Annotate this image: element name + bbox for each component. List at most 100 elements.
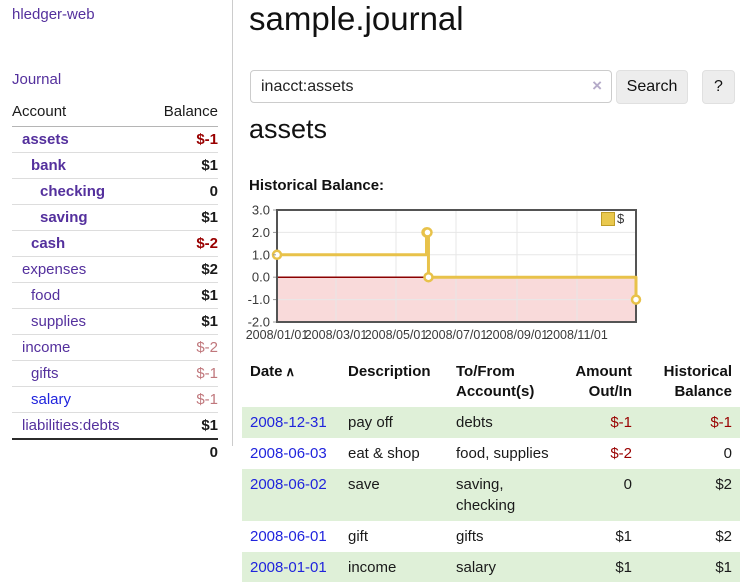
register-row: 2008-06-03 eat & shop food, supplies $-2 0 (242, 438, 740, 469)
x-axis-tick-label: 2008/01/01 (246, 328, 309, 342)
col-amount-line1: Amount (575, 363, 632, 380)
account-balance: 0 (148, 178, 218, 205)
register-description: income (348, 558, 397, 576)
register-description: pay off (348, 413, 393, 431)
sort-asc-icon: ∧ (285, 364, 296, 379)
x-axis-tick-label: 2008/03/01 (305, 328, 368, 342)
account-balance: $-1 (148, 360, 218, 387)
plot-border (276, 209, 637, 323)
col-balance-line2: Balance (674, 383, 732, 401)
col-balance-line1: Historical (663, 363, 732, 380)
account-balance: $-2 (148, 334, 218, 361)
account-name-cell: expenses (12, 256, 149, 283)
register-date-cell: 2008-12-31 (242, 407, 340, 438)
help-button[interactable]: ? (702, 70, 735, 104)
y-axis-tick-label: 1.0 (252, 247, 270, 262)
account-row: income $-2 (12, 334, 218, 361)
clear-search-icon[interactable]: × (592, 76, 602, 95)
account-balance: $1 (148, 282, 218, 309)
account-name-cell: salary (12, 386, 149, 413)
account-balance: $1 (148, 308, 218, 335)
register-balance: 0 (723, 444, 732, 462)
col-date-label[interactable]: Date (250, 363, 283, 380)
sidebar-account-link[interactable]: expenses (22, 261, 87, 278)
col-date[interactable]: Date ∧ (242, 358, 340, 407)
account-balance: $1 (148, 204, 218, 231)
account-row: checking 0 (12, 178, 218, 205)
x-axis-tick-label: 2008/09/01 (486, 328, 549, 342)
brand-link[interactable]: hledger-web (12, 6, 95, 23)
sidebar-account-link[interactable]: salary (31, 391, 72, 408)
sidebar-account-link[interactable]: checking (40, 183, 106, 200)
sidebar-item-journal[interactable]: Journal (12, 71, 62, 88)
search-button[interactable]: Search (616, 70, 688, 104)
register-accounts: saving, checking (456, 475, 516, 514)
accounts-col-balance: Balance (148, 99, 218, 127)
sidebar-account-link[interactable]: saving (40, 209, 88, 226)
sidebar-account-link[interactable]: income (22, 339, 71, 356)
register-balance: $1 (715, 558, 732, 576)
account-row: liabilities:debts $1 (12, 412, 218, 439)
register-table: Date ∧ Description To/From Account(s) Amou… (242, 358, 740, 582)
sidebar-divider (232, 0, 233, 446)
legend-swatch-icon (601, 211, 615, 226)
account-name-cell: food (12, 282, 149, 309)
search-form: × (250, 70, 612, 103)
account-row: bank $1 (12, 152, 218, 179)
account-name-cell: income (12, 334, 149, 361)
x-axis-tick-label: 2008/11/01 (546, 328, 608, 342)
account-name-cell: cash (12, 230, 149, 257)
accounts-total-spacer (12, 438, 149, 465)
register-date-cell: 2008-06-01 (242, 521, 340, 552)
sidebar-account-link[interactable]: gifts (31, 365, 59, 382)
register-balance: $2 (715, 527, 732, 545)
account-balance: $-2 (148, 230, 218, 257)
y-axis-tick-label: 0.0 (252, 270, 270, 285)
search-input[interactable] (250, 70, 612, 103)
sidebar-account-link[interactable]: assets (22, 131, 69, 148)
transaction-date-link[interactable]: 2008-06-01 (250, 527, 327, 545)
register-accounts: food, supplies (456, 444, 549, 462)
register-date-cell: 2008-06-03 (242, 438, 340, 469)
account-name-cell: liabilities:debts (12, 412, 149, 439)
legend-label: $ (617, 211, 625, 226)
y-axis-tick-label: 2.0 (252, 225, 270, 240)
sidebar-account-link[interactable]: supplies (31, 313, 87, 330)
sidebar-account-link[interactable]: liabilities:debts (22, 417, 120, 434)
account-row: expenses $2 (12, 256, 218, 283)
transaction-date-link[interactable]: 2008-06-03 (250, 444, 327, 462)
account-name-cell: supplies (12, 308, 149, 335)
register-amount: 0 (623, 475, 632, 493)
register-amount: $-2 (610, 444, 632, 462)
col-amount-line2: Out/In (588, 383, 632, 401)
accounts-col-account: Account (12, 99, 149, 127)
account-row: assets $-1 (12, 127, 218, 153)
chart-legend: $ (601, 211, 624, 226)
balance-chart-svg: 3.0 2.0 1.0 0.0 -1.0 -2.02008/01/012008/03/01… (246, 203, 642, 342)
account-row: saving $1 (12, 204, 218, 231)
transaction-date-link[interactable]: 2008-01-01 (250, 558, 327, 576)
account-row: cash $-2 (12, 230, 218, 257)
sidebar-account-link[interactable]: cash (31, 235, 66, 252)
account-name-cell: assets (12, 127, 149, 153)
register-date-cell: 2008-06-02 (242, 469, 340, 521)
register-row: 2008-06-01 gift gifts $1 $2 (242, 521, 740, 552)
page-title: sample.journal (249, 0, 464, 37)
col-accounts-line1: To/From (456, 363, 515, 380)
transaction-date-link[interactable]: 2008-06-02 (250, 475, 327, 493)
register-accounts: debts (456, 413, 493, 431)
account-balance: $1 (148, 152, 218, 179)
x-axis-tick-label: 2008/05/01 (365, 328, 428, 342)
accounts-total-row: 0 (12, 438, 218, 465)
account-name-cell: gifts (12, 360, 149, 387)
transaction-date-link[interactable]: 2008-12-31 (250, 413, 327, 431)
accounts-total-value: 0 (148, 438, 218, 465)
account-balance: $-1 (196, 131, 218, 148)
data-point-marker (422, 227, 433, 238)
register-balance: $2 (715, 475, 732, 493)
account-balance: $1 (148, 412, 218, 439)
sidebar-account-link[interactable]: food (31, 287, 61, 304)
register-header-row: Date ∧ Description To/From Account(s) Amou… (242, 358, 740, 407)
sidebar-account-link[interactable]: bank (31, 157, 67, 174)
